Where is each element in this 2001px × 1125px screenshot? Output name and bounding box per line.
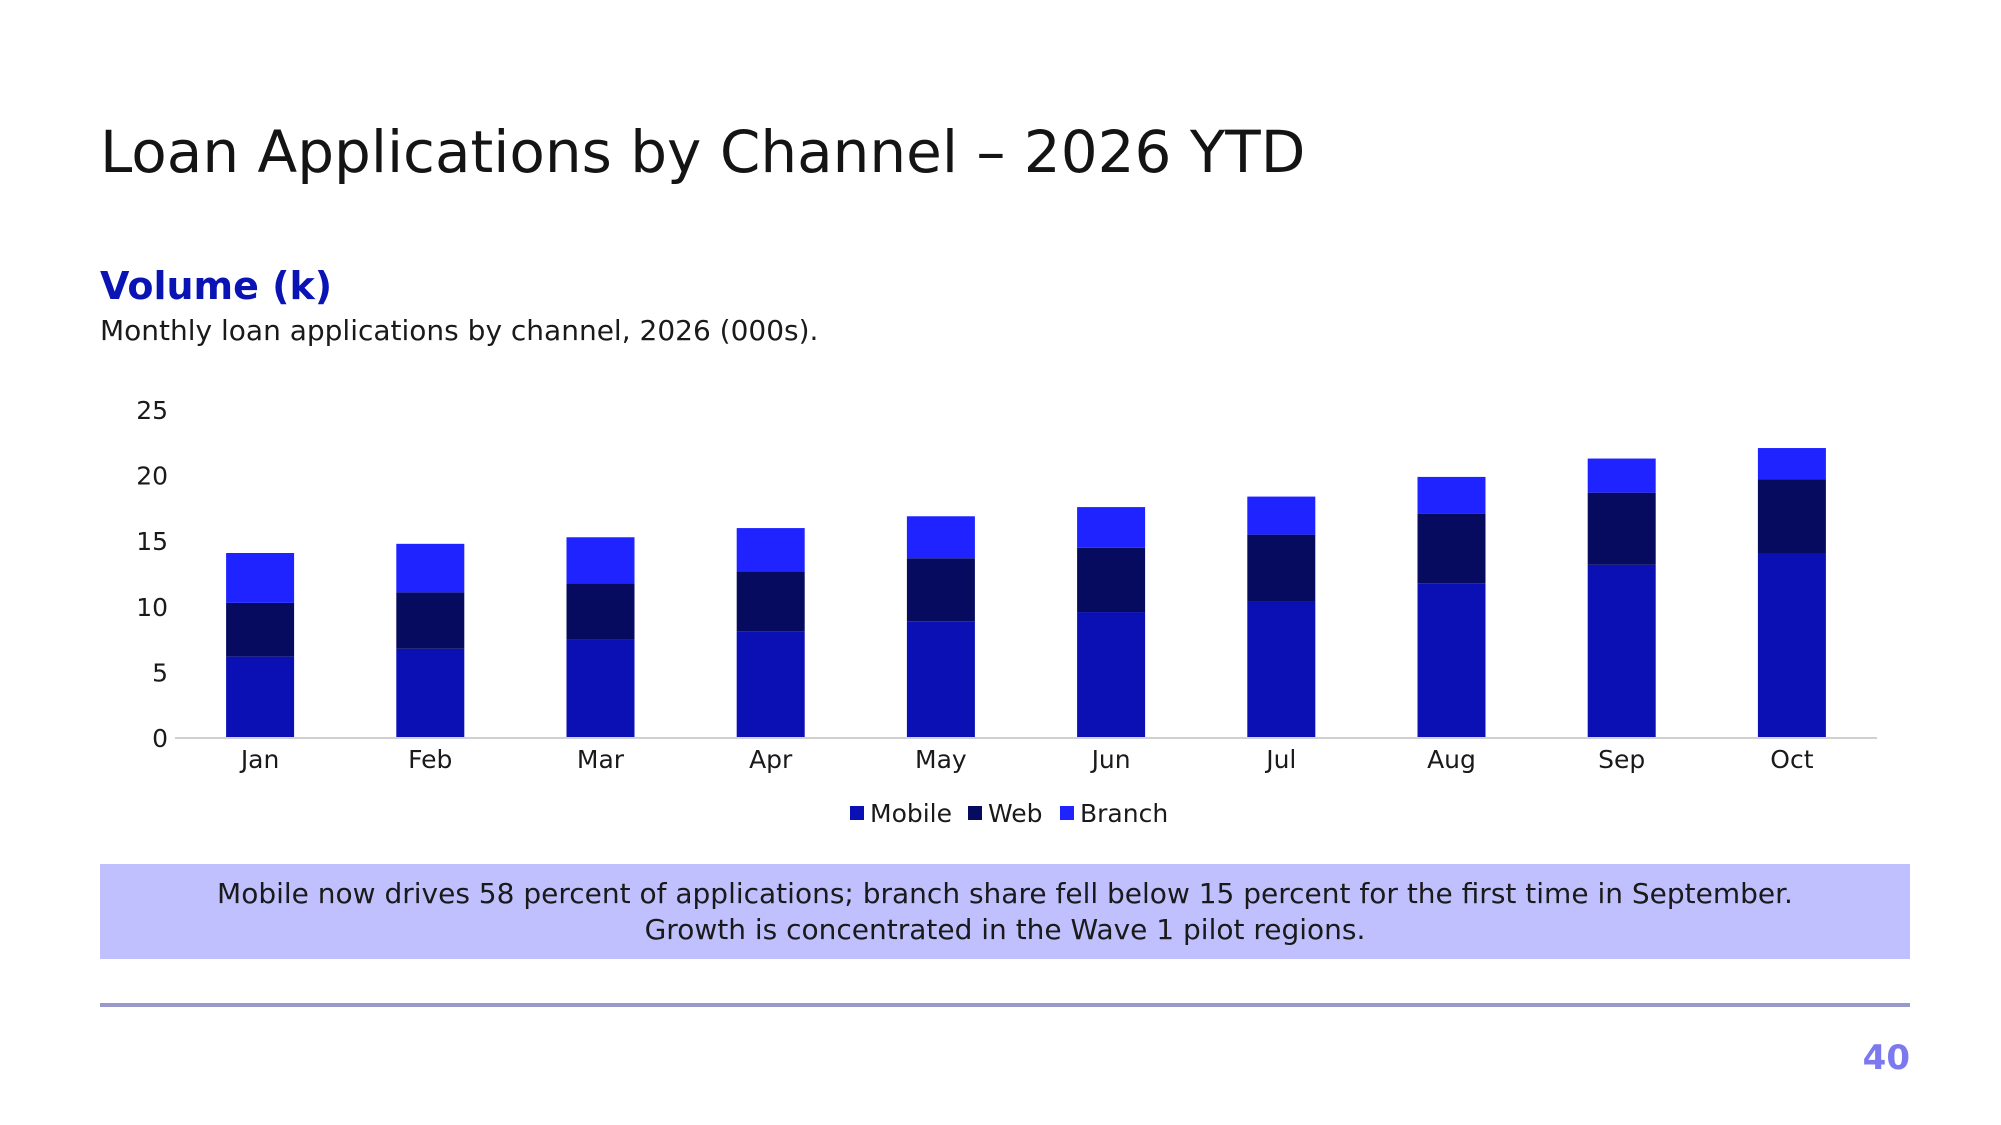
bar-segment-web-oct [1757, 479, 1826, 554]
bar-segment-mobile-aug [1417, 583, 1486, 738]
bar-segment-branch-may [906, 516, 975, 559]
bar-segment-mobile-jan [226, 656, 295, 738]
chart-legend: Mobile Web Branch [850, 799, 1168, 828]
x-tick-label: Jul [1264, 745, 1296, 774]
bar-segment-web-jun [1077, 547, 1146, 613]
legend-label-branch: Branch [1080, 799, 1168, 828]
x-tick-label: Jan [239, 745, 280, 774]
bar-segment-web-feb [396, 592, 465, 649]
bar-segment-branch-oct [1757, 448, 1826, 480]
legend-swatch-branch [1060, 806, 1074, 820]
bar-segment-web-may [906, 558, 975, 622]
y-tick-label: 10 [136, 593, 168, 622]
bar-segment-branch-mar [566, 537, 635, 584]
callout-line-2: Growth is concentrated in the Wave 1 pil… [644, 912, 1366, 946]
bars [226, 448, 1826, 738]
x-tick-label: Oct [1770, 745, 1813, 774]
bar-segment-web-sep [1587, 492, 1656, 565]
bar-segment-mobile-may [906, 621, 975, 738]
bar-segment-branch-feb [396, 543, 465, 593]
bar-segment-web-jul [1247, 534, 1316, 602]
bar-segment-branch-apr [736, 528, 805, 572]
x-tick-label: Mar [577, 745, 625, 774]
bar-segment-mobile-feb [396, 648, 465, 738]
bar-segment-mobile-apr [736, 631, 805, 738]
bar-segment-web-apr [736, 571, 805, 632]
section-title: Volume (k) [100, 264, 333, 308]
bar-segment-web-aug [1417, 513, 1486, 584]
bar-segment-mobile-jul [1247, 601, 1316, 738]
bar-segment-mobile-oct [1757, 553, 1826, 738]
bar-segment-web-mar [566, 583, 635, 640]
x-tick-label: Sep [1598, 745, 1645, 774]
legend-label-mobile: Mobile [870, 799, 952, 828]
legend-label-web: Web [988, 799, 1043, 828]
bar-segment-branch-jan [226, 553, 295, 603]
bar-segment-branch-sep [1587, 458, 1656, 493]
key-insight-callout: Mobile now drives 58 percent of applicat… [100, 864, 1910, 959]
callout-line-1: Mobile now drives 58 percent of applicat… [217, 876, 1793, 910]
x-axis: Jan Feb Mar Apr May Jun Jul Aug Sep Oct [175, 737, 1877, 774]
y-tick-label: 0 [152, 724, 168, 753]
legend-swatch-web [968, 806, 982, 820]
y-tick-label: 5 [152, 658, 168, 687]
slide-title: Loan Applications by Channel – 2026 YTD [100, 118, 1306, 186]
bar-segment-branch-jul [1247, 496, 1316, 535]
x-tick-label: Apr [749, 745, 793, 774]
y-tick-label: 20 [136, 462, 168, 491]
y-axis: 0 5 10 15 20 25 [136, 396, 168, 753]
legend-swatch-mobile [850, 806, 864, 820]
x-tick-label: Jun [1090, 745, 1131, 774]
chart-subtitle: Monthly loan applications by channel, 20… [100, 314, 819, 347]
bar-segment-mobile-sep [1587, 564, 1656, 738]
x-tick-label: May [915, 745, 967, 774]
bar-segment-branch-aug [1417, 476, 1486, 514]
footer-divider [100, 1003, 1910, 1007]
bar-segment-mobile-jun [1077, 612, 1146, 738]
x-tick-label: Feb [408, 745, 452, 774]
bar-segment-branch-jun [1077, 507, 1146, 548]
bar-segment-mobile-mar [566, 639, 635, 738]
bar-segment-web-jan [226, 602, 295, 657]
y-tick-label: 25 [136, 396, 168, 425]
page-number: 40 [1862, 1038, 1910, 1078]
x-tick-label: Aug [1427, 745, 1476, 774]
y-tick-label: 15 [136, 527, 168, 556]
stacked-bar-chart: 0 5 10 15 20 25 Jan Feb Mar Apr May Jun Jul Aug Sep Oc… [136, 396, 1877, 828]
